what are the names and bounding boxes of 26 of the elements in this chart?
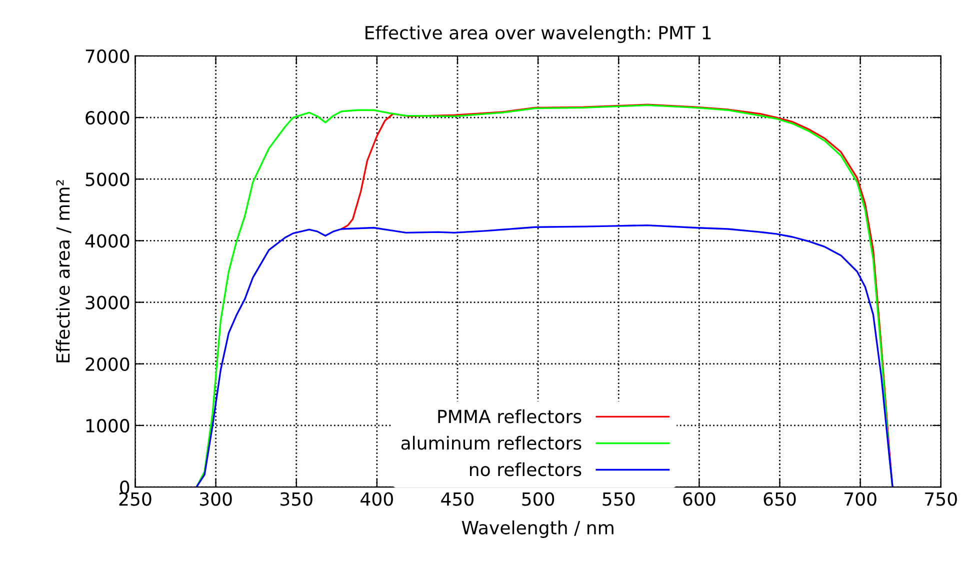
legend-label: PMMA reflectors (438, 409, 582, 424)
x-tick-label: 600 (683, 492, 716, 506)
y-tick-label: 5000 (86, 172, 130, 186)
y-tick-label: 3000 (86, 296, 130, 310)
x-tick-label: 650 (764, 492, 796, 506)
x-tick-label: 550 (602, 492, 635, 506)
y-axis-title: Effective area / mm² (56, 180, 72, 362)
line-series (196, 224, 894, 488)
x-tick-label: 250 (119, 492, 152, 506)
x-tick-label: 400 (360, 492, 393, 506)
x-tick-label: 700 (844, 492, 876, 506)
y-tick-label: 1000 (86, 418, 130, 433)
x-tick-label: 750 (925, 492, 957, 506)
y-tick-label: 6000 (86, 110, 130, 125)
legend-label: aluminum reflectors (401, 436, 582, 450)
x-tick-label: 450 (441, 492, 474, 506)
y-tick-label: 7000 (86, 49, 130, 64)
y-tick-label: 4000 (85, 234, 130, 248)
y-tick-label: 2000 (86, 357, 130, 371)
x-axis-title: Wavelength / nm (462, 520, 614, 538)
line-series (340, 104, 894, 488)
x-tick-label: 350 (280, 492, 312, 506)
legend-label: no reflectors (470, 462, 582, 476)
chart-title: Effective area over wavelength: PMT 1 (366, 26, 711, 44)
x-tick-label: 500 (522, 492, 554, 506)
x-tick-label: 300 (200, 492, 232, 506)
